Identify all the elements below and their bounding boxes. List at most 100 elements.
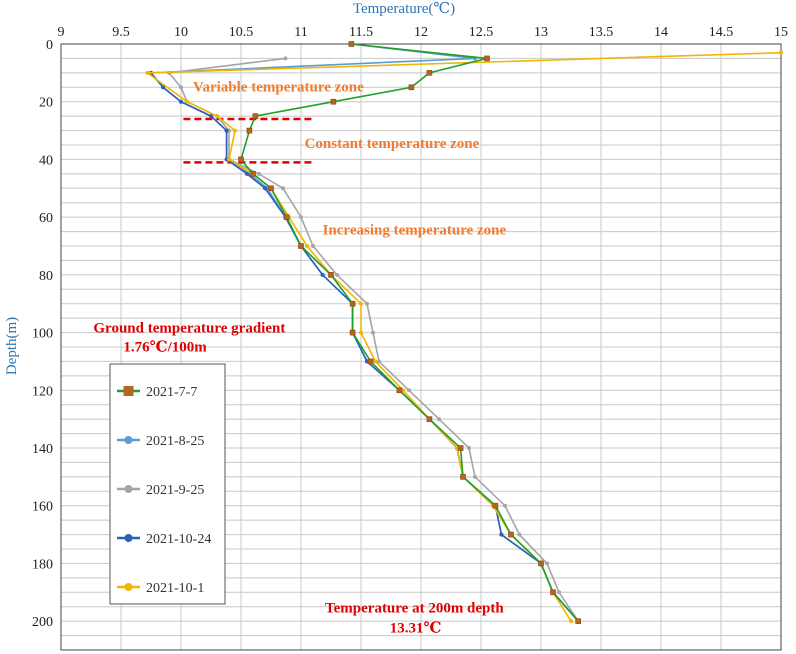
data-point xyxy=(281,186,285,191)
x-tick-label: 9.5 xyxy=(112,25,130,40)
data-point xyxy=(467,446,471,450)
data-point xyxy=(348,41,355,47)
x-axis-title: Temperature(℃) xyxy=(353,1,455,17)
annotation-text: 13.31℃ xyxy=(390,621,442,637)
y-tick-label: 200 xyxy=(32,615,53,630)
data-point xyxy=(550,589,556,596)
data-point xyxy=(426,70,433,76)
data-point xyxy=(349,329,356,336)
data-point xyxy=(179,99,183,104)
y-tick-label: 160 xyxy=(32,500,53,515)
data-point xyxy=(238,156,244,163)
y-tick-label: 120 xyxy=(32,384,53,399)
data-point xyxy=(161,85,165,90)
legend-swatch-marker xyxy=(123,386,134,396)
annotation-text: 1.76℃/100m xyxy=(123,339,207,355)
data-point xyxy=(257,171,261,176)
y-tick-label: 80 xyxy=(39,269,53,284)
data-point xyxy=(503,503,507,508)
y-tick-label: 0 xyxy=(46,38,53,53)
data-point xyxy=(311,244,315,248)
data-point xyxy=(283,56,288,61)
y-axis-title: Depth(m) xyxy=(4,317,20,375)
annotation-text: Increasing temperature zone xyxy=(323,222,507,238)
data-point xyxy=(250,171,256,177)
data-point xyxy=(557,590,561,595)
legend-label: 2021-9-25 xyxy=(146,483,204,498)
legend-label: 2021-10-1 xyxy=(146,581,204,596)
data-point xyxy=(305,244,309,248)
data-point xyxy=(457,445,464,451)
data-point xyxy=(377,359,381,364)
data-point xyxy=(484,55,490,62)
data-point xyxy=(328,272,334,278)
y-tick-label: 20 xyxy=(39,96,53,111)
x-tick-label: 10 xyxy=(174,25,188,40)
data-point xyxy=(299,215,303,220)
y-tick-label: 100 xyxy=(32,327,53,342)
series-group xyxy=(145,41,783,624)
data-point xyxy=(179,85,183,90)
data-point xyxy=(246,127,253,134)
x-tick-label: 12.5 xyxy=(469,25,494,40)
annotation-text: Constant temperature zone xyxy=(305,136,480,152)
data-point xyxy=(349,300,356,307)
data-point xyxy=(373,359,378,364)
data-point xyxy=(185,99,189,104)
y-tick-label: 140 xyxy=(32,442,53,457)
y-axis-ticks: 0 20 40 60 80 100 120 140 160 180 200 xyxy=(32,38,53,630)
data-point xyxy=(538,560,544,567)
data-point xyxy=(330,98,337,105)
data-point xyxy=(408,84,415,91)
data-point xyxy=(473,474,477,479)
x-tick-label: 15 xyxy=(774,25,788,40)
plot-frame xyxy=(60,43,782,651)
data-point xyxy=(263,186,267,191)
legend-swatch-marker xyxy=(124,534,133,542)
data-point xyxy=(426,416,433,422)
y-tick-label: 40 xyxy=(39,153,53,168)
data-point xyxy=(145,70,150,75)
data-point xyxy=(359,330,363,335)
data-point xyxy=(224,128,229,133)
data-point xyxy=(460,474,466,480)
data-point xyxy=(517,532,522,537)
data-point xyxy=(359,301,363,306)
data-point xyxy=(575,618,582,624)
data-point xyxy=(492,502,499,509)
zone-boundary-lines xyxy=(183,117,316,164)
y-tick-label: 180 xyxy=(32,557,53,572)
data-point xyxy=(268,185,274,192)
data-point xyxy=(252,113,259,119)
x-tick-label: 14.5 xyxy=(709,25,734,40)
x-axis-ticks: 9 9.5 10 10.5 11 11.5 12 12.5 13 13.5 14 14.5 15 xyxy=(58,25,789,40)
annotation-text: Variable temperature zone xyxy=(193,80,364,96)
x-tick-label: 13.5 xyxy=(589,25,614,40)
annotation-text: Temperature at 200m depth xyxy=(325,600,504,616)
series-2021-7-7 xyxy=(238,41,582,624)
legend: 2021-7-7 2021-8-25 2021-9-25 2021-10-24 2021… xyxy=(109,363,226,605)
data-point xyxy=(215,114,219,119)
data-point xyxy=(227,157,231,162)
legend-label: 2021-8-25 xyxy=(146,434,204,449)
legend-swatch-marker xyxy=(124,485,133,493)
data-point xyxy=(569,619,573,624)
data-point xyxy=(298,243,304,249)
x-tick-label: 12 xyxy=(414,25,428,40)
data-point xyxy=(233,128,237,133)
data-point xyxy=(499,532,504,537)
data-point xyxy=(371,330,375,335)
data-point xyxy=(209,114,213,119)
legend-swatch-marker xyxy=(124,436,133,444)
annotation-text: Ground temperature gradient xyxy=(93,321,285,337)
x-tick-label: 11 xyxy=(294,25,307,40)
data-point xyxy=(335,272,339,277)
legend-label: 2021-7-7 xyxy=(146,385,197,400)
data-point xyxy=(245,171,249,176)
data-point xyxy=(779,50,783,55)
legend-label: 2021-10-24 xyxy=(146,532,211,547)
annotations: Variable temperature zone Constant temper… xyxy=(93,80,506,637)
legend-swatch-marker xyxy=(124,583,133,591)
data-point xyxy=(367,358,374,365)
